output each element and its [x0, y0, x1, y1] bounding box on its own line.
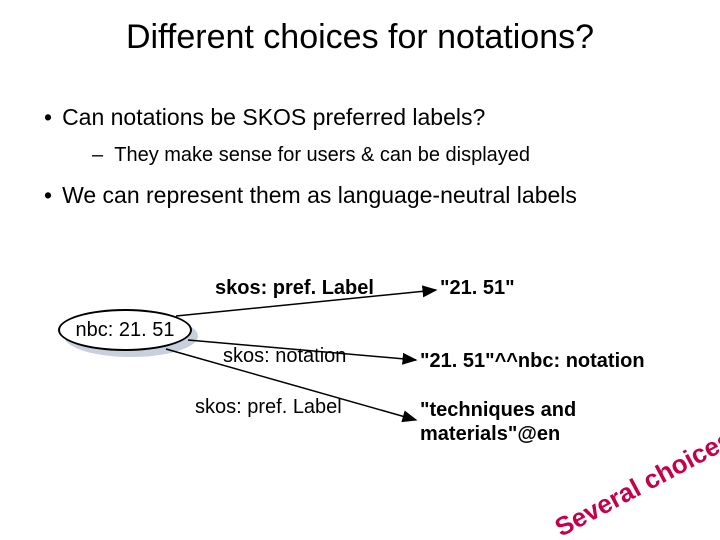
- literal-value: "techniques and materials"@en: [420, 398, 640, 446]
- bullet-2: • We can represent them as language-neutr…: [44, 182, 577, 209]
- arrows-svg: [0, 0, 720, 540]
- bullet-dot-icon: •: [44, 182, 52, 209]
- concept-node: nbc: 21. 51: [58, 309, 192, 351]
- edge-label: skos: pref. Label: [215, 277, 374, 300]
- bullet-1: • Can notations be SKOS preferred labels?: [44, 104, 485, 131]
- bullet-1-sub-text: They make sense for users & can be displ…: [114, 144, 530, 166]
- literal-value: "21. 51"^^nbc: notation: [420, 350, 645, 373]
- edge-label: skos: pref. Label: [195, 396, 342, 419]
- dash-icon: –: [92, 144, 114, 166]
- concept-node-label: nbc: 21. 51: [76, 319, 175, 342]
- edge-label: skos: notation: [223, 345, 346, 368]
- slide: Different choices for notations? • Can no…: [0, 0, 720, 540]
- bullet-2-text: We can represent them as language-neutra…: [62, 182, 577, 208]
- bullet-dot-icon: •: [44, 104, 52, 131]
- literal-value: "21. 51": [440, 277, 515, 300]
- slide-title: Different choices for notations?: [0, 18, 720, 57]
- bullet-1-sub: – They make sense for users & can be dis…: [92, 144, 530, 167]
- bullet-1-text: Can notations be SKOS preferred labels?: [62, 104, 485, 130]
